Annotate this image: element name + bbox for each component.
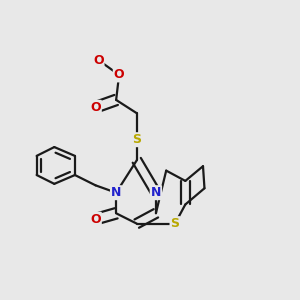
Text: O: O — [90, 101, 101, 114]
Text: N: N — [111, 186, 121, 199]
Text: O: O — [90, 213, 101, 226]
Text: S: S — [132, 133, 141, 146]
Text: O: O — [93, 54, 104, 67]
Text: O: O — [114, 68, 124, 81]
Text: N: N — [151, 186, 161, 199]
Text: S: S — [170, 217, 179, 230]
